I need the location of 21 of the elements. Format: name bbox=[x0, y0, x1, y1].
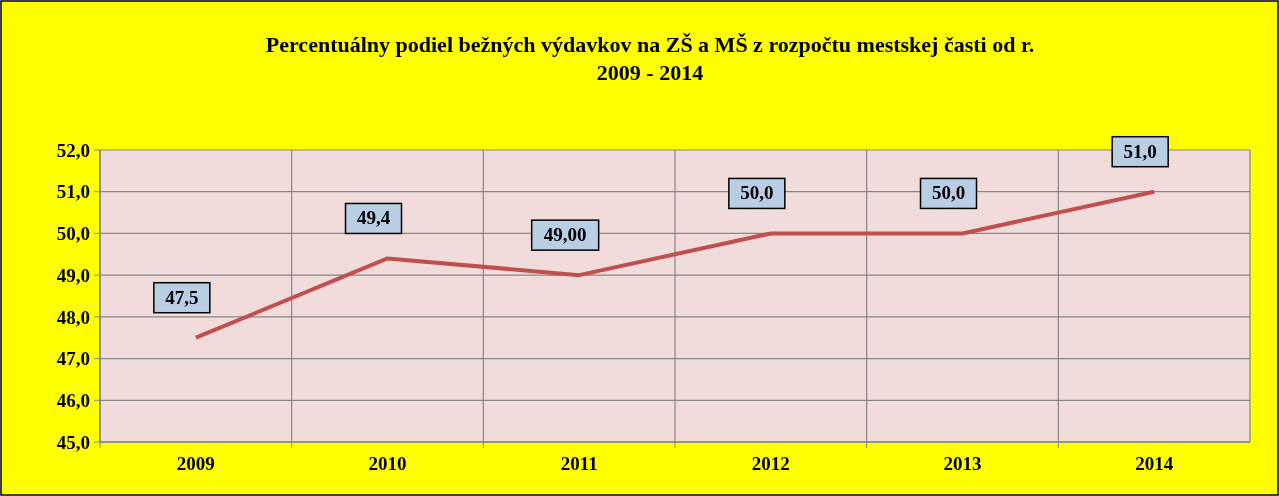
data-label: 49,00 bbox=[543, 224, 587, 246]
x-tick-label: 2012 bbox=[751, 453, 790, 474]
y-tick-label: 46,0 bbox=[56, 389, 90, 411]
x-tick-label: 2009 bbox=[176, 453, 215, 474]
y-tick-label: 47,0 bbox=[56, 348, 90, 370]
data-label: 49,4 bbox=[356, 207, 391, 229]
x-tick-label: 2010 bbox=[368, 453, 407, 474]
chart-title: Percentuálny podiel bežných výdavkov na ZŠ a MŠ z rozpočtu mestskej časti od r. 2009 - 2014 bbox=[265, 32, 1035, 85]
y-tick-label: 48,0 bbox=[56, 306, 90, 328]
data-label: 51,0 bbox=[1123, 140, 1157, 162]
y-tick-label: 51,0 bbox=[56, 181, 90, 203]
data-label: 50,0 bbox=[931, 182, 966, 204]
x-tick-label: 2013 bbox=[943, 453, 982, 474]
x-tick-label: 2014 bbox=[1135, 453, 1174, 474]
y-tick-label: 52,0 bbox=[56, 139, 90, 161]
y-tick-label: 50,0 bbox=[56, 223, 90, 245]
data-label: 50,0 bbox=[740, 182, 774, 204]
y-tick-label: 49,0 bbox=[56, 264, 90, 286]
y-tick-label: 45,0 bbox=[56, 431, 90, 453]
data-label: 47,5 bbox=[165, 286, 199, 308]
x-tick-label: 2011 bbox=[560, 453, 598, 474]
